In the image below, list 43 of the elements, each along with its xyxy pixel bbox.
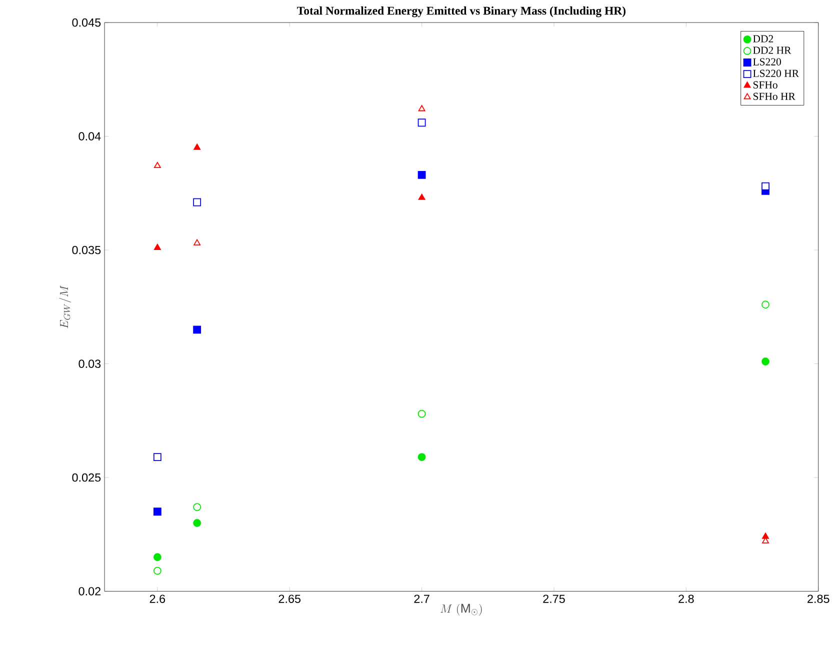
legend-label: LS220 HR <box>753 70 799 77</box>
point <box>418 170 426 179</box>
point <box>193 518 202 527</box>
y-tick-label: 0.04 <box>78 132 101 140</box>
x-axis-title: $M\ (\mathrm{M}_\odot)$ <box>440 604 482 616</box>
point <box>194 144 201 150</box>
point <box>153 508 162 516</box>
x-tick-label: 2.65 <box>278 594 301 603</box>
point <box>418 410 426 418</box>
y-axis-title: $E_{GW}/M$ <box>59 285 71 328</box>
point <box>153 553 162 562</box>
y-tick-label: 0.03 <box>78 360 101 368</box>
legend-label: DD2 HR <box>753 46 792 54</box>
y-tick-label: 0.045 <box>72 18 101 27</box>
chart-title: Total Normalized Energy Emitted vs Binary Mass (Including HR) <box>297 6 626 18</box>
legend-label: DD2 <box>753 35 774 42</box>
x-tick-label: 2.85 <box>808 594 830 603</box>
point <box>193 503 202 511</box>
point <box>194 239 201 246</box>
point <box>762 532 769 539</box>
x-tick-label: 2.8 <box>678 594 694 603</box>
point <box>193 326 202 334</box>
point <box>762 182 770 190</box>
x-tick-label: 2.6 <box>150 594 166 603</box>
x-tick-label: 2.7 <box>414 594 430 603</box>
point <box>153 566 162 575</box>
y-tick-label: 0.02 <box>78 587 100 596</box>
legend-label: SFHo HR <box>753 92 796 100</box>
point <box>418 453 426 461</box>
point <box>418 118 426 127</box>
point <box>154 244 161 250</box>
point <box>418 104 426 112</box>
point <box>193 198 202 206</box>
x-tick-label: 2.75 <box>543 594 565 603</box>
point <box>762 300 770 309</box>
y-tick-label: 0.035 <box>72 246 101 254</box>
point <box>418 194 426 200</box>
y-tick-label: 0.025 <box>72 473 101 482</box>
legend-label: LS220 <box>753 58 781 66</box>
point <box>153 453 162 461</box>
point <box>762 357 770 366</box>
point <box>154 162 161 168</box>
legend-label: SFHo <box>753 81 778 88</box>
